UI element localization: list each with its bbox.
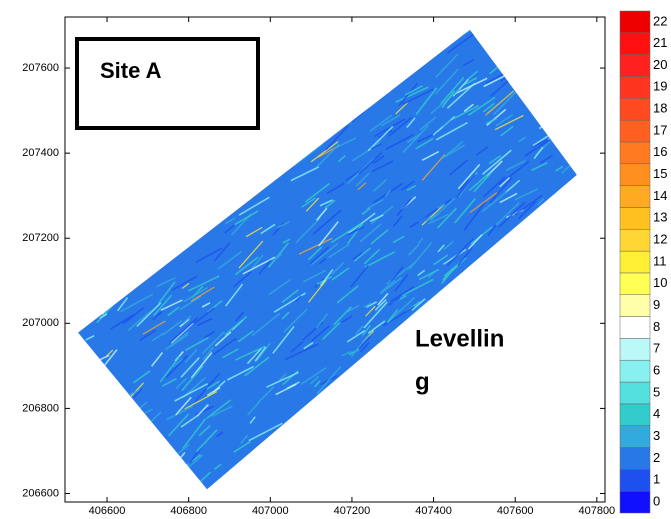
colorbar-band — [620, 273, 650, 295]
colorbar-band — [620, 33, 650, 55]
colorbar-band — [620, 164, 650, 186]
label-box — [77, 39, 258, 128]
colorbar-label: 7 — [653, 341, 660, 356]
colorbar-label: 6 — [653, 362, 660, 377]
annotation: g — [415, 368, 430, 395]
x-tick-label: 407800 — [578, 505, 615, 517]
colorbar-band — [620, 207, 650, 229]
colorbar-band — [620, 142, 650, 164]
colorbar-band — [620, 120, 650, 142]
colorbar-band — [620, 251, 650, 273]
colorbar-band — [620, 295, 650, 317]
colorbar-band — [620, 382, 650, 404]
colorbar-band — [620, 491, 650, 513]
colorbar-band — [620, 98, 650, 120]
colorbar-label: 8 — [653, 319, 660, 334]
colorbar-label: 14 — [653, 188, 667, 203]
colorbar-label: 13 — [653, 210, 667, 225]
colorbar-band — [620, 229, 650, 251]
colorbar-band — [620, 186, 650, 208]
colorbar-band — [620, 404, 650, 426]
colorbar-label: 3 — [653, 428, 660, 443]
colorbar-label: 1 — [653, 472, 660, 487]
colorbar-label: 4 — [653, 406, 660, 421]
y-tick-label: 207400 — [22, 147, 59, 159]
colorbar-label: 18 — [653, 101, 667, 116]
chart: Site A Levellin g 4066004068004070004072… — [0, 0, 671, 519]
x-tick-label: 407600 — [497, 505, 534, 517]
colorbar-label: 17 — [653, 122, 667, 137]
y-tick-label: 206600 — [22, 487, 59, 499]
x-tick-label: 407400 — [415, 505, 452, 517]
annotation: Levellin — [415, 325, 504, 352]
colorbar-band — [620, 426, 650, 448]
y-tick-label: 207600 — [22, 62, 59, 74]
colorbar-band — [620, 317, 650, 339]
colorbar-label: 22 — [653, 13, 667, 28]
colorbar-label: 15 — [653, 166, 667, 181]
colorbar-label: 19 — [653, 79, 667, 94]
colorbar-label: 21 — [653, 35, 667, 50]
x-tick-label: 406600 — [89, 505, 126, 517]
colorbar-band — [620, 11, 650, 33]
colorbar-label: 0 — [653, 493, 660, 508]
colorbar-label: 11 — [653, 253, 667, 268]
x-tick-label: 406800 — [170, 505, 207, 517]
x-tick-label: 407200 — [334, 505, 371, 517]
site-label: Site A — [100, 58, 162, 83]
x-tick-label: 407000 — [252, 505, 289, 517]
colorbar-band — [620, 55, 650, 77]
colorbar-label: 20 — [653, 57, 667, 72]
colorbar-label: 9 — [653, 297, 660, 312]
colorbar-label: 5 — [653, 384, 660, 399]
colorbar-band — [620, 338, 650, 360]
y-tick-label: 207200 — [22, 232, 59, 244]
colorbar-band — [620, 360, 650, 382]
colorbar-label: 16 — [653, 144, 667, 159]
colorbar-label: 2 — [653, 450, 660, 465]
colorbar-band — [620, 448, 650, 470]
colorbar-label: 12 — [653, 232, 667, 247]
colorbar-label: 10 — [653, 275, 667, 290]
colorbar-band — [620, 76, 650, 98]
y-tick-label: 207000 — [22, 317, 59, 329]
colorbar-band — [620, 469, 650, 491]
y-tick-label: 206800 — [22, 402, 59, 414]
